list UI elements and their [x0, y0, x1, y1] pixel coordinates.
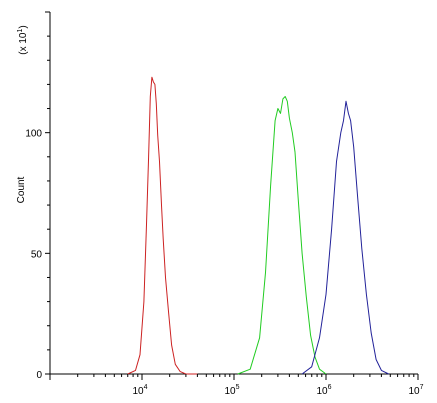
y-tick-label: 50	[31, 249, 43, 260]
plot-frame	[49, 12, 418, 375]
histogram-curve-2	[237, 96, 327, 375]
histogram-curve-1	[127, 76, 198, 375]
x-tick-label: 105	[224, 384, 239, 397]
y-tick-label: 100	[25, 129, 42, 140]
y-axis-label: Count	[16, 176, 27, 203]
x-tick-label: 104	[132, 384, 147, 397]
histogram-curves	[127, 76, 389, 375]
y-multiplier-label: (x 101)	[17, 25, 29, 54]
y-tick-label: 0	[36, 370, 42, 381]
x-tick-label: 106	[316, 384, 331, 397]
x-axis-ticks: 104 105 106 107	[49, 374, 424, 397]
y-axis-ticks: 0 50 100	[25, 11, 50, 381]
x-tick-label: 107	[408, 384, 423, 397]
histogram-curve-3	[301, 100, 389, 375]
